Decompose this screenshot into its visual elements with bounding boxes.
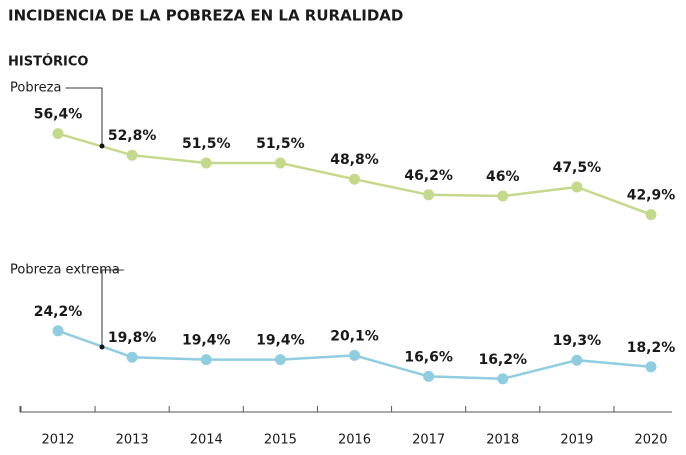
data-label: 19,4% bbox=[182, 333, 231, 349]
data-point bbox=[645, 361, 657, 373]
x-tick-label: 2019 bbox=[560, 433, 593, 448]
x-tick-label: 2012 bbox=[41, 433, 74, 448]
data-label: 19,4% bbox=[256, 333, 305, 349]
data-point bbox=[497, 190, 509, 202]
data-point bbox=[200, 354, 212, 366]
data-label: 24,2% bbox=[34, 304, 83, 320]
data-label: 56,4% bbox=[34, 107, 83, 123]
data-label: 51,5% bbox=[256, 136, 305, 152]
x-tick-label: 2014 bbox=[190, 433, 223, 448]
data-label: 48,8% bbox=[330, 152, 379, 168]
data-label: 19,8% bbox=[108, 330, 157, 346]
data-label: 42,9% bbox=[627, 188, 676, 204]
data-point bbox=[423, 370, 435, 382]
x-tick-label: 2016 bbox=[338, 433, 371, 448]
data-point bbox=[126, 351, 138, 363]
data-label: 51,5% bbox=[182, 136, 231, 152]
x-tick-label: 2015 bbox=[264, 433, 297, 448]
data-point bbox=[126, 149, 138, 161]
data-point bbox=[52, 128, 64, 140]
data-label: 19,3% bbox=[553, 333, 602, 349]
data-label: 47,5% bbox=[553, 160, 602, 176]
chart-title: INCIDENCIA DE LA POBREZA EN LA RURALIDAD bbox=[8, 7, 403, 25]
x-tick-label: 2017 bbox=[412, 433, 445, 448]
data-point bbox=[497, 373, 509, 385]
data-point bbox=[423, 189, 435, 201]
x-tick-label: 2018 bbox=[486, 433, 519, 448]
data-label: 18,2% bbox=[627, 340, 676, 356]
data-point bbox=[274, 354, 286, 366]
x-tick-label: 2020 bbox=[634, 433, 667, 448]
x-tick-label: 2013 bbox=[116, 433, 149, 448]
data-point bbox=[645, 209, 657, 221]
data-label: 16,6% bbox=[404, 349, 453, 365]
data-label: 46,2% bbox=[404, 168, 453, 184]
data-point bbox=[200, 157, 212, 169]
data-label: 46% bbox=[486, 169, 520, 185]
data-point bbox=[349, 173, 360, 185]
series-label: Pobreza extrema bbox=[10, 263, 120, 278]
series-label: Pobreza bbox=[10, 81, 61, 96]
leader-line bbox=[65, 87, 103, 146]
data-label: 16,2% bbox=[478, 352, 527, 368]
data-point bbox=[274, 157, 286, 169]
data-label: 52,8% bbox=[108, 128, 157, 144]
leader-dot bbox=[99, 143, 105, 149]
data-label: 20,1% bbox=[330, 328, 379, 344]
data-point bbox=[571, 354, 583, 366]
data-point bbox=[349, 349, 360, 361]
leader-dot bbox=[99, 344, 105, 350]
leader-line bbox=[101, 269, 124, 347]
chart-subtitle: HISTÓRICO bbox=[8, 54, 88, 70]
data-point bbox=[52, 325, 64, 337]
data-point bbox=[571, 181, 583, 193]
